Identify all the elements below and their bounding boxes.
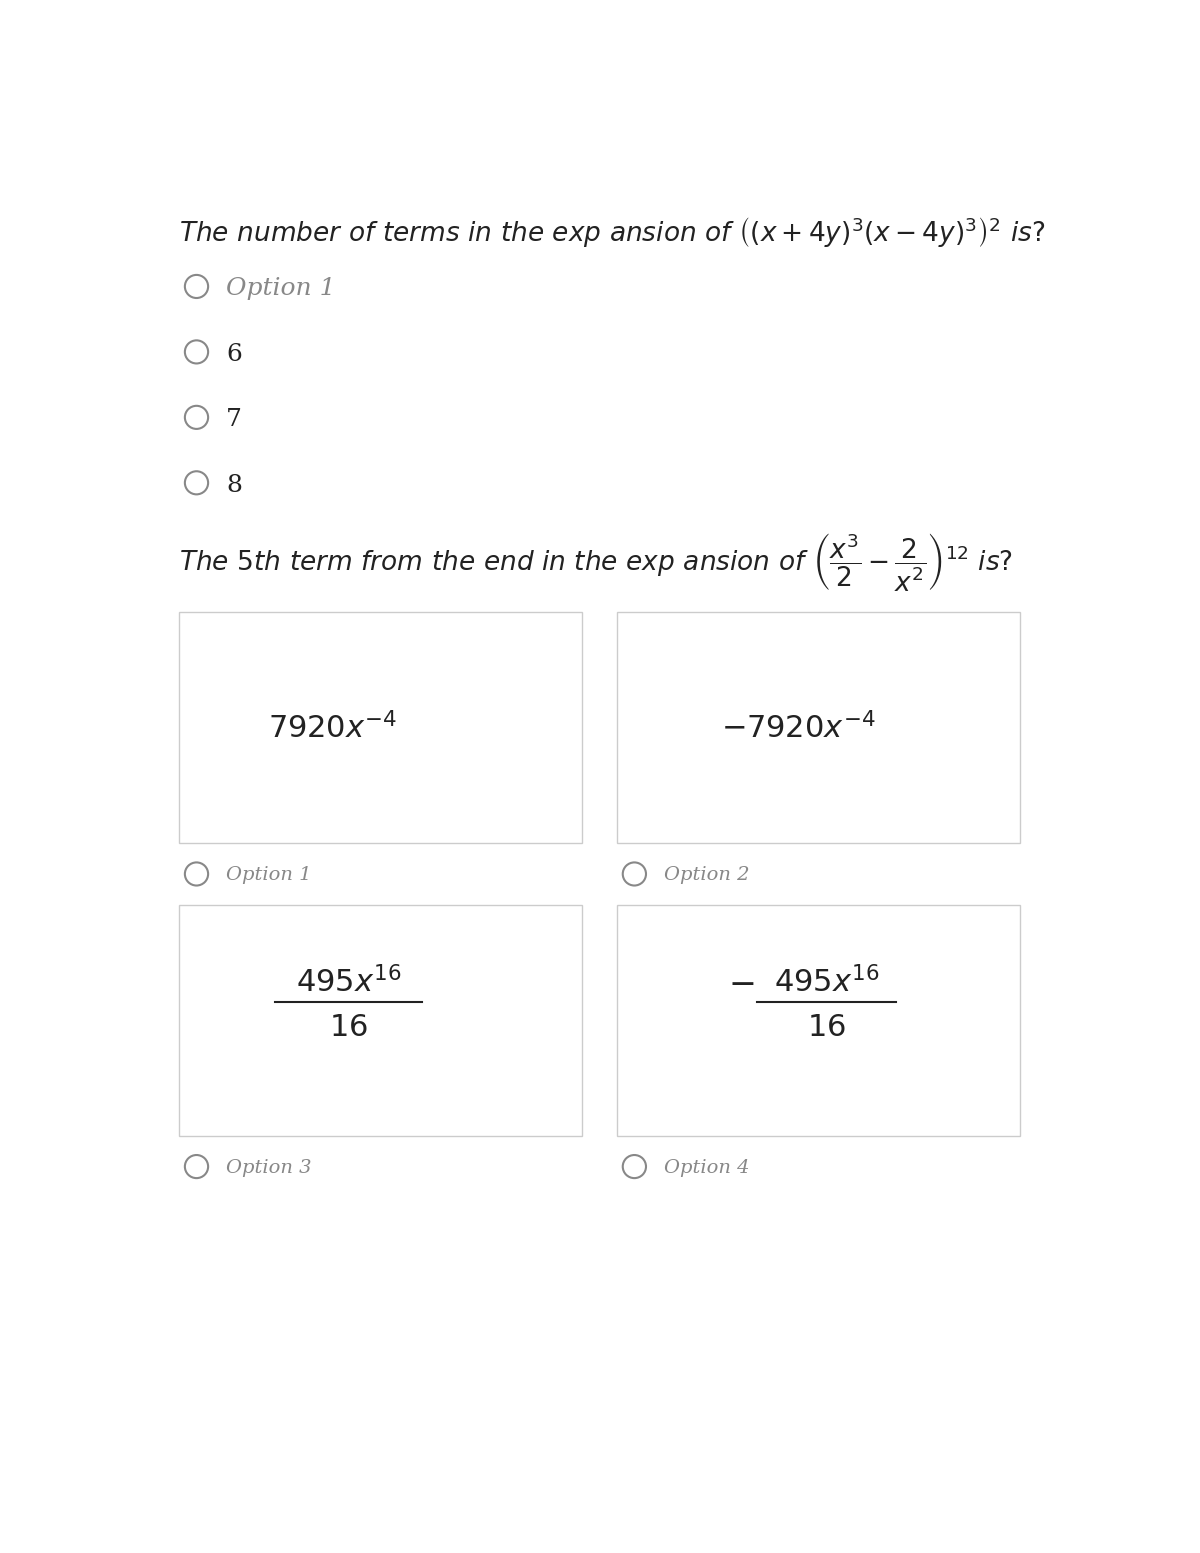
Text: 8: 8 — [226, 474, 242, 497]
Text: Option 2: Option 2 — [664, 867, 749, 884]
Text: $7920x^{-4}$: $7920x^{-4}$ — [268, 711, 397, 744]
Text: $-7920x^{-4}$: $-7920x^{-4}$ — [721, 711, 876, 744]
Text: $\mathit{The\ 5th\ term\ from\ the\ end\ in\ the\ exp\ ansion\ of}\ $$\left(\dfr: $\mathit{The\ 5th\ term\ from\ the\ end\… — [180, 531, 1014, 593]
FancyBboxPatch shape — [180, 905, 582, 1135]
Text: $\mathit{The\ number\ of\ terms\ in\ the\ exp\ ansion\ of}\ $$\left((x+4y)^3(x-4: $\mathit{The\ number\ of\ terms\ in\ the… — [180, 216, 1045, 250]
Text: Option 1: Option 1 — [226, 867, 312, 884]
Text: Option 1: Option 1 — [226, 278, 336, 300]
Text: 7: 7 — [226, 408, 242, 432]
Text: 6: 6 — [226, 343, 242, 365]
Text: $495x^{16}$: $495x^{16}$ — [296, 966, 402, 999]
FancyBboxPatch shape — [617, 905, 1020, 1135]
FancyBboxPatch shape — [617, 612, 1020, 843]
Text: $495x^{16}$: $495x^{16}$ — [774, 966, 880, 999]
Text: $-$: $-$ — [728, 966, 755, 999]
Text: $16$: $16$ — [329, 1013, 368, 1042]
Text: $16$: $16$ — [808, 1013, 846, 1042]
FancyBboxPatch shape — [180, 612, 582, 843]
Text: Option 3: Option 3 — [226, 1159, 312, 1177]
Text: Option 4: Option 4 — [664, 1159, 749, 1177]
